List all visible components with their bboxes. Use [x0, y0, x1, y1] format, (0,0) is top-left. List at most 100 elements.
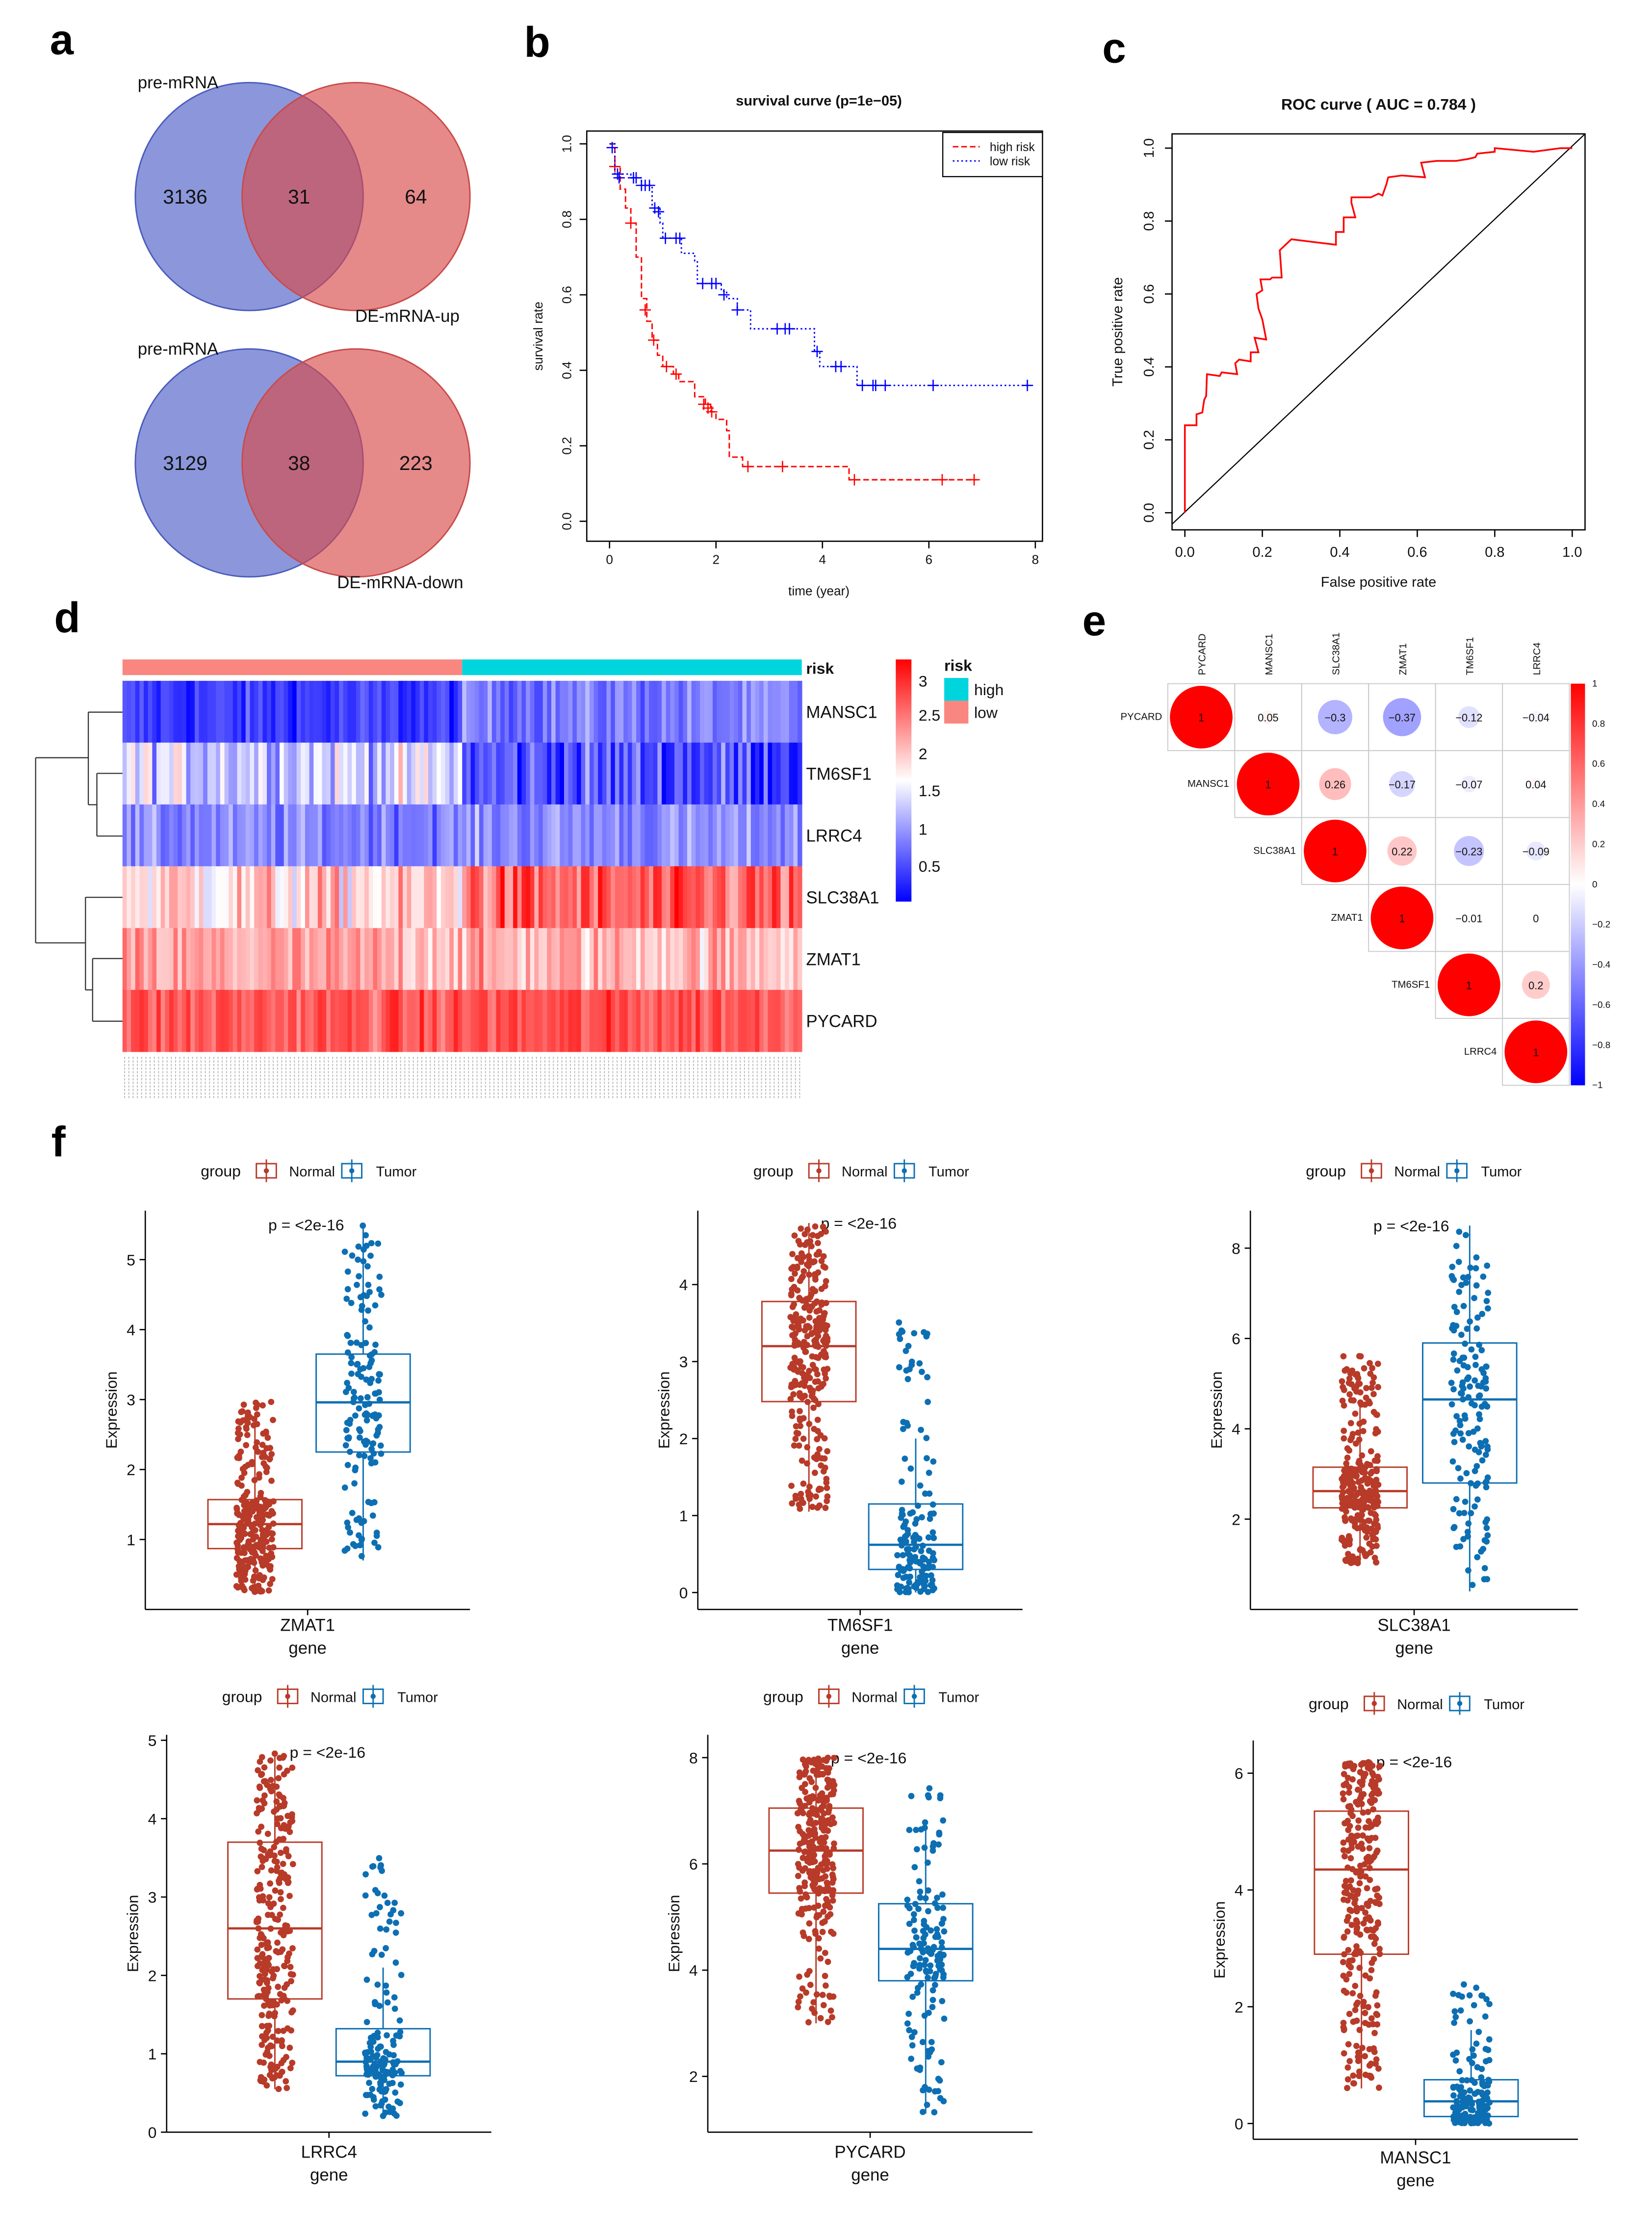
- data-point: [1448, 1401, 1455, 1408]
- data-point: [1360, 1488, 1367, 1495]
- data-point: [806, 1843, 813, 1850]
- data-point: [1368, 2060, 1374, 2067]
- heatmap-cell: [178, 989, 182, 1052]
- data-point: [374, 2034, 381, 2041]
- data-point: [1374, 1360, 1381, 1367]
- y-tick-label: 0.6: [1141, 284, 1157, 304]
- data-point: [799, 1906, 805, 1912]
- data-point: [1370, 1854, 1377, 1861]
- heatmap-cell: [356, 680, 361, 743]
- data-point: [1362, 1909, 1368, 1916]
- heatmap-cell: [623, 742, 628, 805]
- heatmap-cell: [313, 804, 318, 867]
- data-point: [264, 1979, 270, 1986]
- heatmap-cell: [241, 742, 246, 805]
- heatmap-cell: [199, 742, 204, 805]
- data-point: [347, 1529, 353, 1536]
- legend-label: high risk: [990, 141, 1035, 154]
- heatmap-cell: [683, 928, 688, 990]
- panel-label-e: e: [1083, 597, 1106, 645]
- censor-mark: [968, 474, 980, 486]
- data-point: [393, 2112, 400, 2119]
- data-point: [912, 1532, 919, 1538]
- heatmap-cell: [717, 680, 722, 743]
- heatmap-cell: [470, 680, 476, 743]
- data-point: [816, 1502, 823, 1509]
- heatmap-cell: [207, 866, 212, 929]
- heatmap-cell: [725, 742, 730, 805]
- heatmap-cell: [725, 989, 730, 1052]
- data-point: [1376, 2084, 1382, 2091]
- heatmap-cell: [696, 804, 700, 867]
- heatmap-cell: [683, 742, 688, 805]
- data-point: [1349, 1866, 1356, 1873]
- data-point: [803, 1296, 810, 1302]
- heatmap-cell: [521, 866, 526, 929]
- data-point: [1340, 1959, 1346, 1965]
- data-point: [244, 1420, 251, 1426]
- heatmap-cell: [504, 866, 510, 929]
- data-point: [824, 1498, 830, 1505]
- data-point: [796, 1381, 803, 1388]
- data-point: [822, 1834, 829, 1841]
- data-point: [355, 1256, 361, 1263]
- heatmap-cell: [738, 680, 743, 743]
- y-tick-label: 0.0: [1141, 503, 1157, 522]
- heatmap-cell: [785, 742, 790, 805]
- heatmap-cell: [453, 866, 459, 929]
- data-point: [796, 1797, 802, 1804]
- data-point: [363, 2066, 370, 2073]
- heatmap-cell: [534, 866, 539, 929]
- heatmap-cell: [696, 866, 700, 929]
- heatmap-cell: [407, 866, 412, 929]
- heatmap-cell: [640, 680, 645, 743]
- data-point: [1455, 1465, 1462, 1472]
- heatmap-cell: [483, 680, 488, 743]
- heatmap-cell: [148, 680, 153, 743]
- data-point: [357, 1294, 364, 1301]
- data-point: [806, 1324, 813, 1331]
- data-point: [258, 1754, 265, 1761]
- data-point: [813, 1991, 820, 1998]
- heatmap-cell: [224, 804, 230, 867]
- data-point: [360, 1258, 367, 1265]
- data-point: [367, 1252, 374, 1259]
- heatmap-cell: [232, 804, 238, 867]
- heatmap-cell: [678, 989, 684, 1052]
- heatmap-cell: [229, 866, 233, 929]
- data-point: [796, 1442, 802, 1449]
- heatmap-cell: [504, 742, 510, 805]
- data-point: [268, 1776, 274, 1783]
- data-point: [235, 1563, 242, 1570]
- data-point: [1453, 2083, 1460, 2090]
- data-point: [243, 1426, 250, 1432]
- colorbar-tick-label: 0: [1592, 879, 1598, 889]
- heatmap-cell: [564, 680, 569, 743]
- data-point: [273, 1798, 280, 1805]
- data-point: [1346, 1883, 1353, 1890]
- data-point: [924, 1374, 930, 1380]
- heatmap-cell: [470, 742, 476, 805]
- data-point: [1456, 1418, 1463, 1425]
- data-point: [350, 1388, 357, 1395]
- data-point: [1468, 2107, 1474, 2113]
- heatmap-cell: [670, 928, 675, 990]
- heatmap-cell: [390, 680, 395, 743]
- data-point: [791, 1442, 798, 1449]
- heatmap-cell: [339, 928, 344, 990]
- legend-label: Tumor: [376, 1164, 417, 1180]
- heatmap-cell: [632, 742, 637, 805]
- heatmap-cell: [666, 680, 671, 743]
- heatmap-cell: [232, 989, 238, 1052]
- data-point: [933, 1926, 940, 1932]
- censor-mark: [879, 380, 891, 391]
- data-point: [289, 1861, 296, 1868]
- heatmap-cell: [169, 989, 174, 1052]
- data-point: [796, 1359, 803, 1366]
- data-point: [929, 2003, 936, 2010]
- heatmap-cell: [458, 804, 463, 867]
- data-point: [805, 1854, 812, 1861]
- venn-circle-right: [241, 81, 471, 312]
- data-point: [1474, 2064, 1481, 2071]
